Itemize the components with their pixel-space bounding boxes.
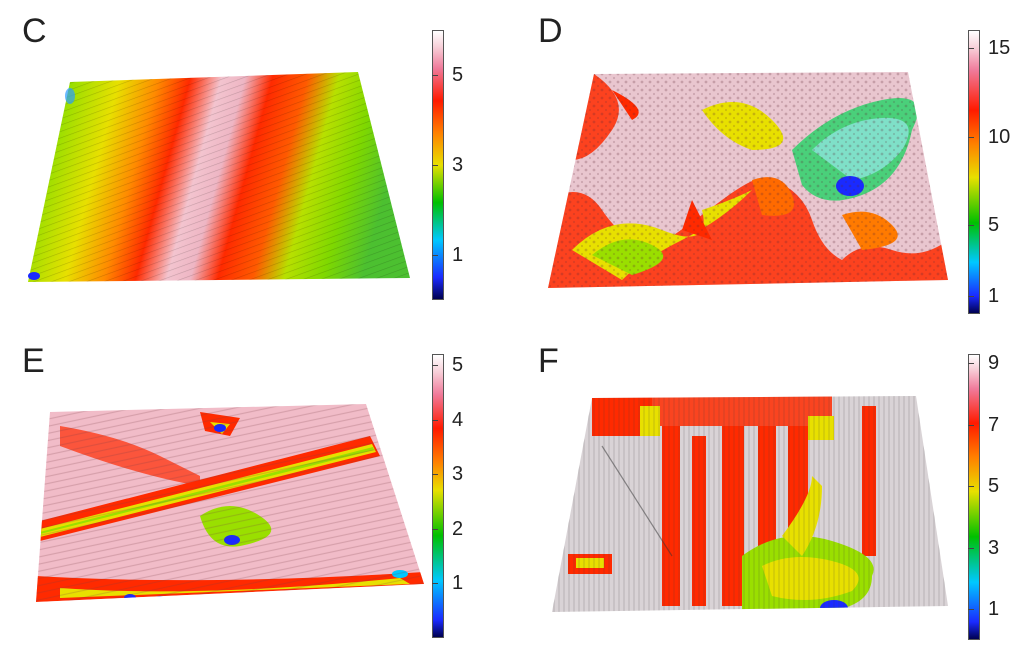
colorbar-tick <box>968 47 974 49</box>
colorbar-c: 1 3 5 <box>432 30 463 300</box>
colorbar-tick-label: 4 <box>452 408 464 431</box>
colorbar-tick <box>432 474 438 476</box>
colorbar-tick <box>432 528 438 530</box>
colorbar-tick <box>968 609 974 611</box>
colorbar-tick <box>968 547 974 549</box>
surface-plot-f <box>552 396 948 612</box>
colorbar-tick-label: 9 <box>988 352 1000 375</box>
colorbar-tick-label: 3 <box>988 536 1000 559</box>
surface-plot-c <box>28 72 410 282</box>
surface-plot-e <box>36 404 424 602</box>
colorbar-gradient-d <box>968 30 980 314</box>
colorbar-tick-label: 1 <box>452 244 464 266</box>
panel-letter-e: E <box>22 342 45 380</box>
colorbar-tick-label: 5 <box>988 214 1000 237</box>
colorbar-tick <box>432 419 438 421</box>
colorbar-tick <box>432 583 438 585</box>
panel-letter-d: D <box>538 12 563 50</box>
colorbar-tick <box>968 296 974 298</box>
colorbar-gradient-f <box>968 354 980 640</box>
colorbar-tick <box>432 165 438 166</box>
panel-d: D 1 5 10 15 <box>512 0 1024 326</box>
colorbar-tick-label: 5 <box>452 353 464 376</box>
colorbar-tick-label: 5 <box>452 64 464 86</box>
colorbar-d: 1 5 10 15 <box>968 30 1010 314</box>
colorbar-e: 1 2 3 4 5 <box>432 354 463 638</box>
colorbar-tick-label: 1 <box>452 572 464 595</box>
colorbar-tick-label: 1 <box>988 285 1000 308</box>
colorbar-tick <box>968 486 974 488</box>
colorbar-tick-label: 1 <box>988 598 1000 621</box>
panel-letter-f: F <box>538 342 559 380</box>
colorbar-tick-label: 5 <box>988 475 1000 498</box>
colorbar-tick <box>968 225 974 227</box>
panel-c: C <box>0 0 512 326</box>
colorbar-tick <box>968 363 974 365</box>
colorbar-tick <box>432 364 438 366</box>
colorbar-tick <box>968 136 974 138</box>
colorbar-tick-label: 2 <box>452 517 464 540</box>
colorbar-f: 1 3 5 7 9 <box>968 353 999 640</box>
colorbar-tick-label: 3 <box>452 154 464 176</box>
colorbar-tick-label: 3 <box>452 463 464 486</box>
colorbar-gradient-e <box>432 354 444 638</box>
colorbar-tick-label: 7 <box>988 413 1000 436</box>
colorbar-tick-label: 15 <box>988 36 1011 59</box>
colorbar-tick <box>432 255 438 256</box>
panel-f: F 1 3 5 <box>512 326 1024 652</box>
colorbar-tick <box>432 75 438 76</box>
colorbar-tick <box>968 424 974 426</box>
panel-e: E 1 2 3 4 5 <box>0 326 512 652</box>
colorbar-tick-label: 10 <box>988 125 1011 148</box>
surface-plot-d <box>548 72 948 288</box>
panel-letter-c: C <box>22 12 47 50</box>
